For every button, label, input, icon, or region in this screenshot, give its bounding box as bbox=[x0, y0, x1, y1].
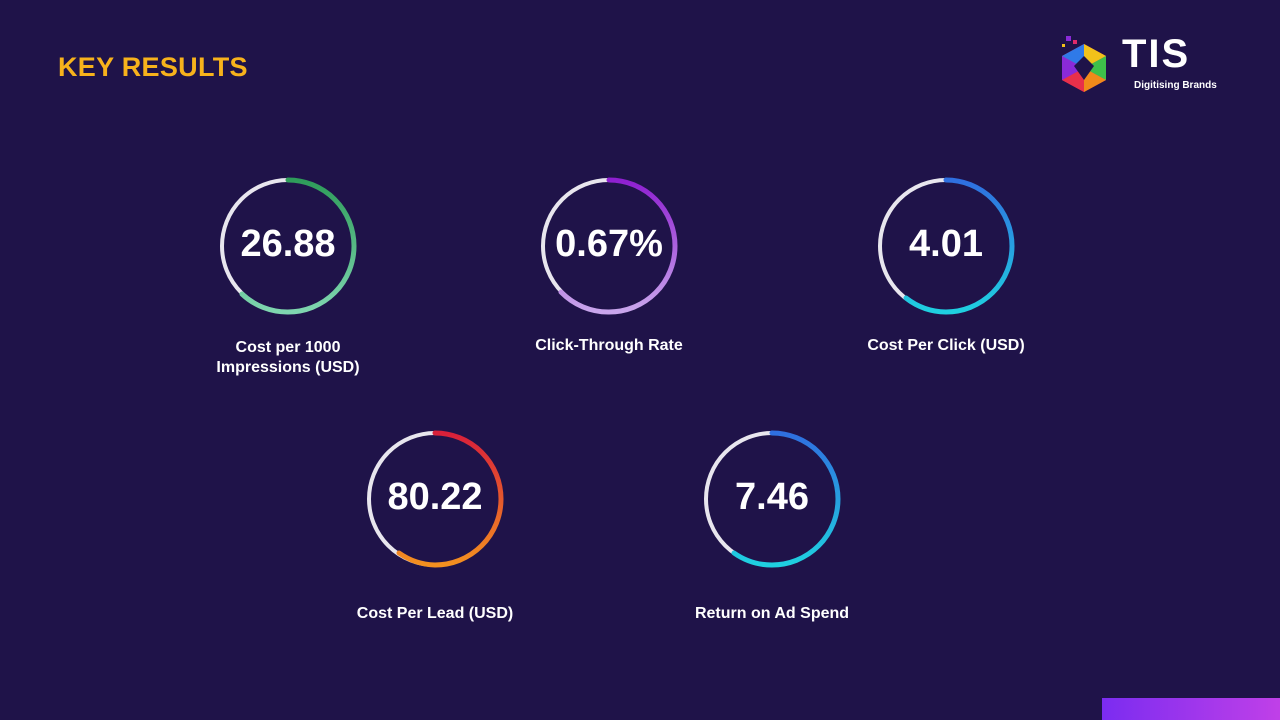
kpi-ring bbox=[878, 177, 1015, 315]
logo-wordmark: TIS bbox=[1122, 32, 1191, 76]
kpi-value: 80.22 bbox=[387, 476, 483, 518]
kpi-ring bbox=[220, 177, 357, 315]
kpi-roas: 7.46 Return on Ad Spend bbox=[695, 429, 942, 629]
kpi-ring bbox=[704, 430, 841, 568]
kpi-cpl: 80.22 Cost Per Lead (USD) bbox=[357, 429, 605, 629]
kpi-ring bbox=[367, 430, 504, 568]
slide-title: KEY RESULTS bbox=[58, 52, 248, 82]
kpi-label: Cost per 1000 Impressions (USD) bbox=[216, 339, 360, 376]
tis-logo: TIS Digitising Brands bbox=[1056, 32, 1236, 98]
corner-accent-bar bbox=[1102, 698, 1280, 720]
kpi-value: 26.88 bbox=[240, 223, 336, 265]
logo-tagline: Digitising Brands bbox=[1134, 80, 1217, 91]
kpi-value: 4.01 bbox=[909, 223, 983, 265]
kpi-ring bbox=[541, 177, 678, 315]
kpi-cpm: 26.88 Cost per 1000 Impressions (USD) bbox=[216, 176, 458, 386]
kpi-label: Cost Per Click (USD) bbox=[867, 337, 1025, 354]
kpi-value: 0.67% bbox=[555, 223, 663, 265]
kpi-label: Cost Per Lead (USD) bbox=[356, 605, 514, 622]
kpi-ctr: 0.67% Click-Through Rate bbox=[535, 176, 779, 376]
hexagon-logo-icon bbox=[1062, 36, 1106, 92]
kpi-label: Click-Through Rate bbox=[535, 337, 683, 354]
kpi-label: Return on Ad Spend bbox=[694, 605, 850, 622]
kpi-value: 7.46 bbox=[735, 476, 809, 518]
kpi-cpc: 4.01 Cost Per Click (USD) bbox=[867, 176, 1116, 376]
